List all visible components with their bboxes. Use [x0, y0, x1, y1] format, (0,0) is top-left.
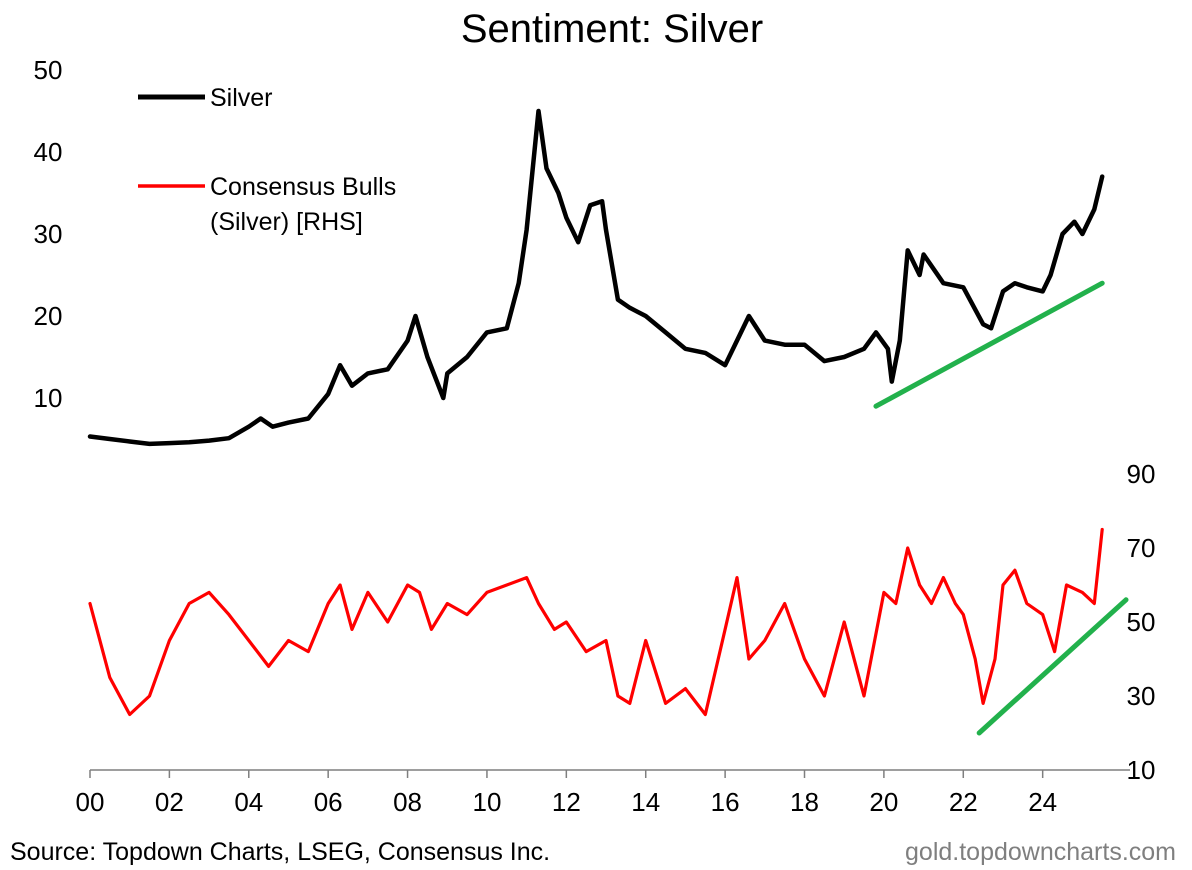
- x-tick-label: 16: [711, 787, 740, 817]
- legend-label-bulls-line2: (Silver) [RHS]: [210, 208, 363, 236]
- legend-label-silver: Silver: [210, 84, 273, 112]
- bulls-trendline: [976, 597, 1129, 736]
- x-tick-label: 18: [790, 787, 819, 817]
- brand-url: gold.topdowncharts.com: [905, 838, 1176, 866]
- right-tick-label: 90: [1127, 459, 1156, 489]
- x-tick-label: 08: [393, 787, 422, 817]
- x-tick-label: 02: [155, 787, 184, 817]
- legend: Silver Consensus Bulls (Silver) [RHS]: [138, 84, 396, 236]
- right-tick-label: 30: [1127, 681, 1156, 711]
- left-tick-label: 40: [34, 137, 63, 167]
- right-tick-label: 10: [1127, 755, 1156, 785]
- silver-trendline: [873, 280, 1105, 409]
- left-tick-label: 20: [34, 301, 63, 331]
- x-tick-label: 06: [314, 787, 343, 817]
- chart-title: Sentiment: Silver: [461, 7, 763, 51]
- x-tick-label: 00: [76, 787, 105, 817]
- source-note: Source: Topdown Charts, LSEG, Consensus …: [10, 838, 550, 866]
- axes: 00 02 04 06 08 10 12 14 16 18 20 22 24 10 20 30 40 50 10 30…: [34, 55, 1156, 817]
- silver-price-line: [87, 108, 1105, 447]
- x-tick-label: 10: [472, 787, 501, 817]
- x-tick-label: 14: [631, 787, 660, 817]
- x-tick-label: 04: [234, 787, 263, 817]
- x-tick-label: 20: [869, 787, 898, 817]
- left-tick-label: 50: [34, 55, 63, 85]
- x-tick-label: 12: [552, 787, 581, 817]
- left-tick-label: 10: [34, 383, 63, 413]
- series: [87, 108, 1129, 736]
- x-tick-label: 22: [949, 787, 978, 817]
- consensus-bulls-line: [88, 527, 1104, 717]
- left-tick-label: 30: [34, 219, 63, 249]
- x-tick-label: 24: [1028, 787, 1057, 817]
- legend-label-bulls-line1: Consensus Bulls: [210, 173, 396, 201]
- right-tick-label: 50: [1127, 607, 1156, 637]
- right-tick-label: 70: [1127, 533, 1156, 563]
